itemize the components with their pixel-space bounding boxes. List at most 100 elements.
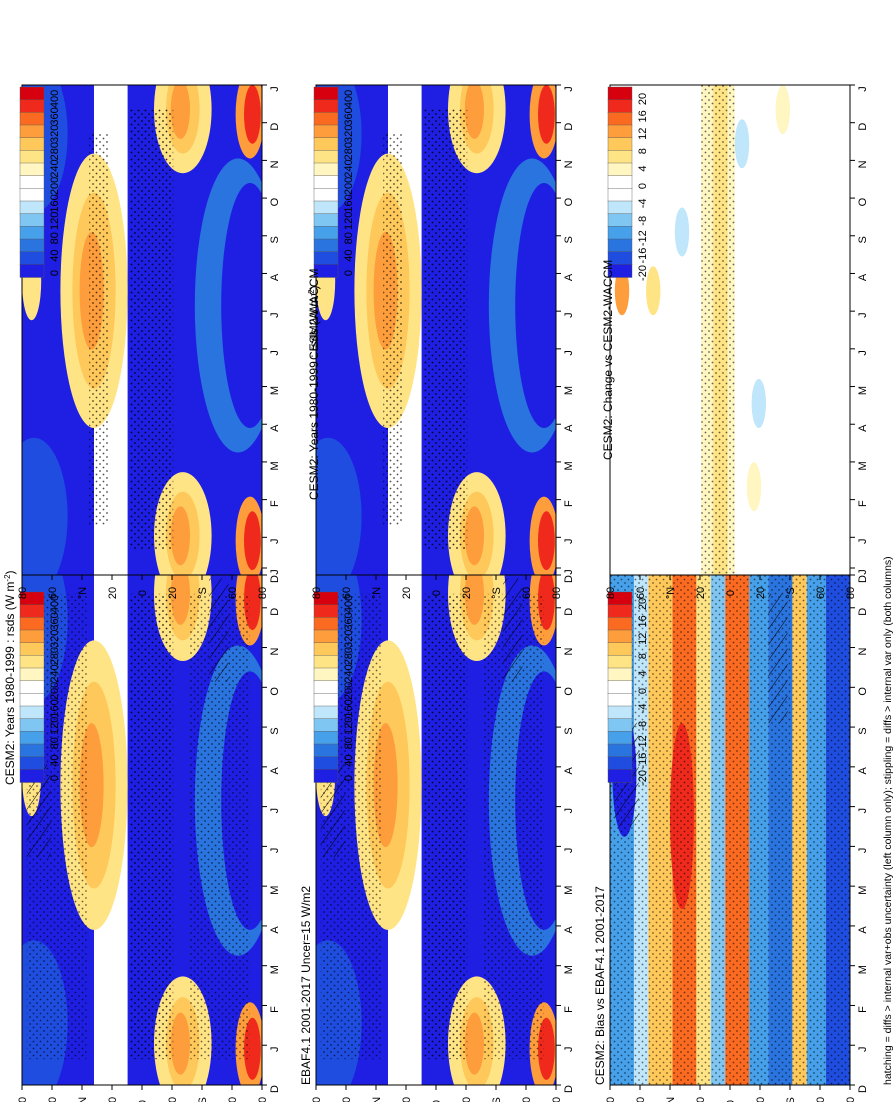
- tick-label-month: S: [563, 236, 575, 243]
- colorbar-swatch: [607, 667, 633, 682]
- colorbar-label: 400: [343, 595, 355, 613]
- colorbar-swatch: [313, 769, 339, 783]
- tick-label-month: O: [857, 687, 869, 696]
- colorbar-label: 40: [49, 249, 61, 261]
- tick-label-lat: °N: [665, 587, 677, 599]
- colorbar-swatch: [607, 213, 633, 228]
- colorbar-swatch: [313, 604, 339, 619]
- tick-label-month: O: [563, 197, 575, 206]
- tick-label-lat: 0: [431, 1100, 443, 1102]
- tick-label-month: A: [269, 273, 281, 281]
- tick-label-month: D: [563, 575, 575, 583]
- colorbar-label: 80: [49, 737, 61, 749]
- colorbar-swatch: [19, 238, 45, 253]
- colorbar-label: 400: [49, 595, 61, 613]
- colorbar-swatch: [313, 251, 339, 266]
- colorbar-label: 0: [49, 775, 61, 781]
- colorbar-swatch: [607, 226, 633, 240]
- colorbar-label: 120: [343, 212, 355, 230]
- tick-label-month: J: [269, 539, 281, 545]
- colorbar-label: 280: [343, 142, 355, 160]
- tick-label-month: M: [563, 886, 575, 895]
- tick-label-month: A: [269, 926, 281, 934]
- colorbar-label: 160: [343, 699, 355, 717]
- colorbar-label: 200: [343, 177, 355, 195]
- tick-label-month: M: [857, 886, 869, 895]
- tick-label-month: M: [563, 386, 575, 395]
- tick-label-month: J: [563, 848, 575, 854]
- tick-label-month: O: [857, 197, 869, 206]
- colorbar-label: 400: [343, 90, 355, 108]
- colorbar-label: -16: [637, 248, 649, 264]
- colorbar-swatch: [19, 604, 45, 619]
- colorbar-swatch: [19, 226, 45, 240]
- tick-label-lat: 60: [521, 587, 533, 599]
- tick-label-month: M: [563, 461, 575, 470]
- mark-polar-summer-core: [244, 85, 261, 144]
- colorbar-swatch: [313, 718, 339, 733]
- mark-stippling: [383, 134, 403, 526]
- tick-label-lat: 80: [845, 1097, 857, 1102]
- colorbar-label: 160: [49, 699, 61, 717]
- mark-change-patch: [746, 462, 762, 512]
- tick-label-month: M: [563, 965, 575, 974]
- tick-label-month: O: [269, 197, 281, 206]
- colorbar-swatch: [313, 705, 339, 720]
- colorbar-label: 320: [49, 125, 61, 143]
- tick-label-month: M: [269, 886, 281, 895]
- tick-label-lat: 20: [401, 1097, 413, 1102]
- colorbar-swatch: [607, 238, 633, 253]
- colorbar-label: -12: [637, 735, 649, 751]
- tick-label-lat: °N: [665, 1097, 677, 1102]
- tick-label-month: N: [563, 160, 575, 168]
- colorbar-swatch: [19, 743, 45, 758]
- mark-sh-summer-peak: [170, 568, 190, 625]
- tick-label-month: J: [563, 1046, 575, 1052]
- colorbar-swatch: [19, 99, 45, 114]
- colorbar-swatch: [607, 124, 633, 139]
- tick-label-lat: 20: [107, 587, 119, 599]
- tick-label-month: N: [563, 648, 575, 656]
- title-cesm2-left: CESM2: Years 1980-1999 : rsds (W m-2): [3, 570, 18, 785]
- tick-label-lat: 60: [635, 587, 647, 599]
- colorbar-swatch: [607, 629, 633, 644]
- colorbar-swatch: [19, 124, 45, 139]
- colorbar-label: 200: [49, 682, 61, 700]
- tick-label-month: A: [857, 926, 869, 934]
- tick-label-month: J: [563, 86, 575, 92]
- colorbar-label: 80: [49, 232, 61, 244]
- tick-label-month: A: [269, 424, 281, 432]
- mark-sh-summer-peak: [464, 85, 484, 139]
- colorbar-label: -8: [637, 721, 649, 731]
- tick-label-lat: 20: [107, 1097, 119, 1102]
- tick-label-lat: 60: [341, 587, 353, 599]
- colorbar-swatch: [607, 150, 633, 164]
- colorbar-swatch: [607, 137, 633, 152]
- colorbar-label: 360: [343, 612, 355, 630]
- colorbar-swatch: [313, 162, 339, 177]
- tick-label-month: J: [563, 808, 575, 814]
- tick-label-lat: 60: [635, 1097, 647, 1102]
- colorbar-swatch: [19, 705, 45, 720]
- colorbar-label: 80: [343, 737, 355, 749]
- tick-label-lat: 60: [227, 587, 239, 599]
- colorbar-label: 12: [637, 633, 649, 645]
- tick-label-month: J: [269, 808, 281, 814]
- mark-stippling: [424, 109, 468, 551]
- tick-label-lat: 60: [47, 587, 59, 599]
- tick-label-lat: 80: [311, 587, 323, 599]
- tick-label-lat: 80: [605, 587, 617, 599]
- colorbar-swatch: [607, 655, 633, 669]
- colorbar-swatch: [607, 756, 633, 771]
- colorbar-swatch: [313, 188, 339, 202]
- mark-sh-summer-peak: [170, 1012, 190, 1075]
- tick-label-month: F: [269, 500, 281, 507]
- colorbar-swatch: [313, 124, 339, 139]
- colorbar-label: 160: [343, 194, 355, 212]
- mark-sh-summer-peak: [170, 506, 190, 566]
- colorbar-swatch: [19, 642, 45, 657]
- colorbar-label: 160: [49, 194, 61, 212]
- tick-label-month: A: [563, 926, 575, 934]
- tick-label-month: A: [857, 273, 869, 281]
- tick-label-lat: °N: [77, 587, 89, 599]
